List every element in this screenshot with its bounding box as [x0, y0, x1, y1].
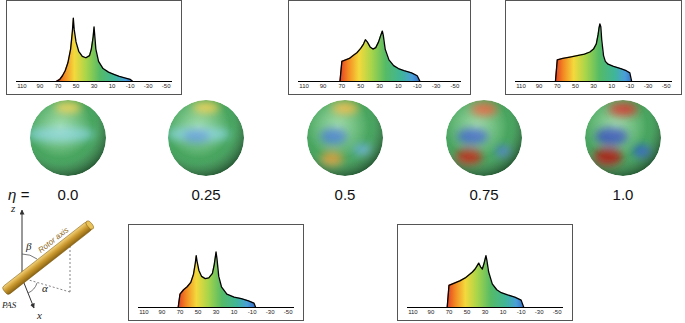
- svg-text:90: 90: [37, 83, 44, 89]
- svg-text:90: 90: [159, 309, 166, 315]
- svg-text:70: 70: [55, 83, 62, 89]
- svg-text:50: 50: [357, 83, 364, 89]
- svg-text:30: 30: [482, 309, 489, 315]
- svg-text:10: 10: [395, 83, 402, 89]
- svg-text:PAS: PAS: [1, 300, 17, 310]
- svg-text:10: 10: [109, 83, 116, 89]
- svg-text:110: 110: [299, 83, 309, 89]
- svg-text:110: 110: [408, 309, 418, 315]
- svg-text:10: 10: [231, 309, 238, 315]
- svg-text:x: x: [36, 309, 42, 321]
- svg-text:110: 110: [516, 83, 526, 89]
- svg-text:30: 30: [213, 309, 220, 315]
- svg-text:-30: -30: [144, 83, 153, 89]
- svg-text:10: 10: [500, 309, 507, 315]
- svg-text:β: β: [25, 240, 32, 252]
- svg-text:90: 90: [428, 309, 435, 315]
- svg-text:50: 50: [195, 309, 202, 315]
- svg-text:30: 30: [91, 83, 98, 89]
- svg-text:-50: -50: [553, 309, 562, 315]
- svg-text:70: 70: [177, 309, 184, 315]
- svg-text:z: z: [10, 202, 16, 214]
- svg-text:-10: -10: [126, 83, 135, 89]
- svg-text:70: 70: [554, 83, 561, 89]
- svg-text:-50: -50: [662, 83, 671, 89]
- svg-text:-30: -30: [266, 309, 275, 315]
- svg-text:-10: -10: [248, 309, 257, 315]
- svg-text:30: 30: [376, 83, 383, 89]
- html-text:0.25: 0.25: [191, 186, 221, 203]
- svg-text:10: 10: [608, 83, 615, 89]
- html-text:0.5: 0.5: [334, 186, 356, 203]
- svg-text:-50: -50: [284, 309, 293, 315]
- svg-text:90: 90: [536, 83, 543, 89]
- html-text:η =: η =: [8, 186, 30, 203]
- svg-text:-10: -10: [517, 309, 526, 315]
- svg-text:50: 50: [464, 309, 471, 315]
- svg-text:α: α: [42, 282, 48, 294]
- svg-text:-30: -30: [644, 83, 653, 89]
- svg-text:110: 110: [139, 309, 149, 315]
- html-text:0.75: 0.75: [469, 186, 499, 203]
- svg-text:-50: -50: [162, 83, 171, 89]
- svg-text:30: 30: [590, 83, 597, 89]
- svg-text:50: 50: [572, 83, 579, 89]
- svg-text:-30: -30: [432, 83, 441, 89]
- svg-text:-10: -10: [413, 83, 422, 89]
- svg-text:-50: -50: [451, 83, 460, 89]
- svg-text:Rotor axis: Rotor axis: [36, 226, 70, 255]
- svg-text:-30: -30: [535, 309, 544, 315]
- html-text:0.0: 0.0: [57, 186, 79, 203]
- svg-text:70: 70: [338, 83, 345, 89]
- svg-text:-10: -10: [626, 83, 635, 89]
- html-text:1.0: 1.0: [612, 186, 634, 203]
- svg-text:90: 90: [320, 83, 327, 89]
- svg-text:70: 70: [446, 309, 453, 315]
- svg-text:110: 110: [17, 83, 27, 89]
- svg-text:50: 50: [73, 83, 80, 89]
